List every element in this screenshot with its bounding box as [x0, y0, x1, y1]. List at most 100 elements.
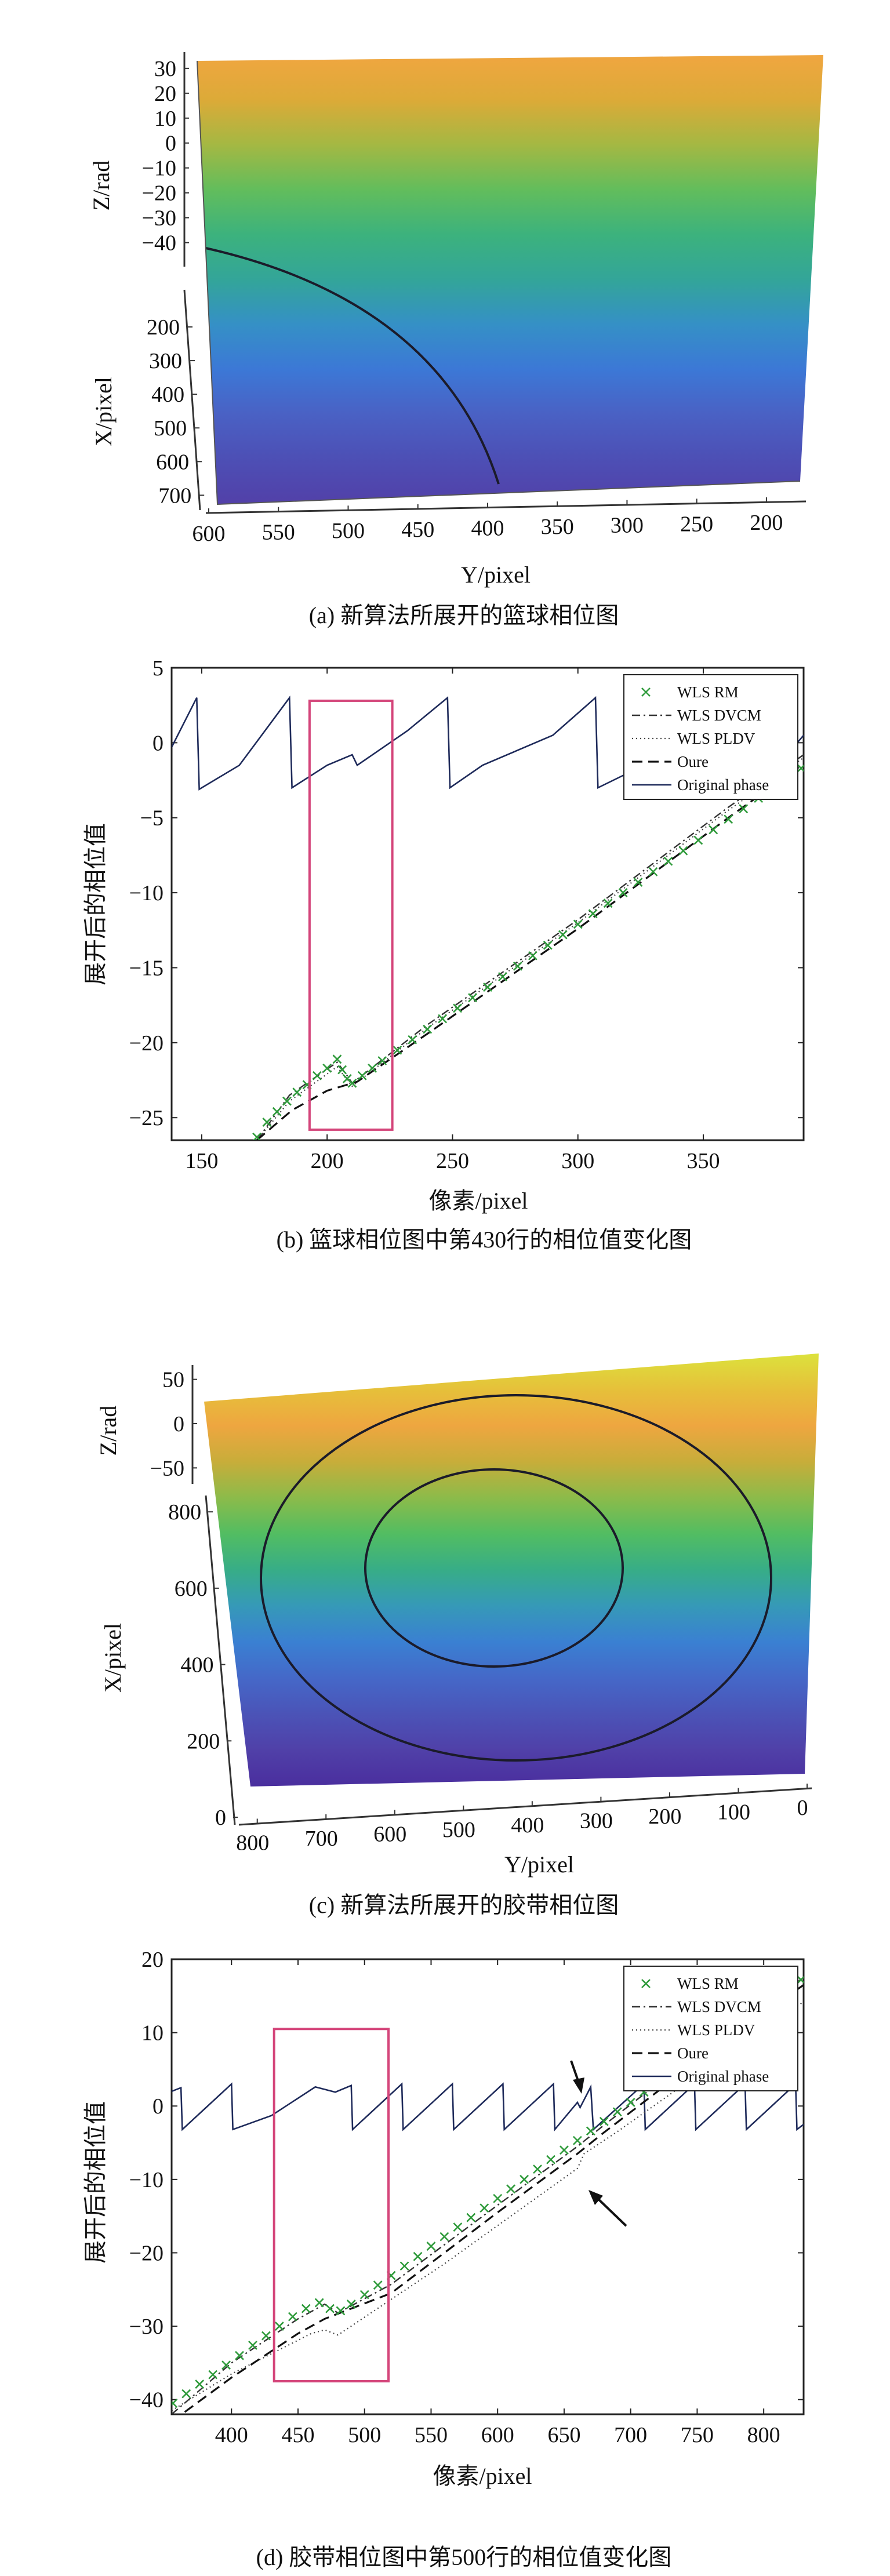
d-legend-label: Oure	[677, 2044, 709, 2062]
panel-a-zlabel: Z/rad	[88, 161, 114, 211]
d-xtick-label: 800	[747, 2423, 780, 2447]
d-point-wls-rm	[626, 2097, 635, 2107]
panel-c-z-ticks: 50 0 −50	[150, 1368, 197, 1480]
a-xtick-label: 700	[158, 483, 191, 508]
panel-a-box-edge	[197, 60, 801, 505]
panel-d-arrow-upper	[570, 2060, 584, 2094]
d-point-wls-rm	[261, 2331, 271, 2341]
d-point-wls-rm	[288, 2312, 297, 2322]
b-point-wls-rm	[558, 930, 568, 940]
d-point-wls-rm	[520, 2174, 529, 2184]
d-point-wls-rm	[221, 2360, 231, 2370]
b-ytick-label: 0	[152, 731, 164, 755]
b-point-wls-rm	[393, 1045, 402, 1055]
d-legend-label: WLS RM	[677, 1975, 739, 1992]
d-ytick-label: 10	[141, 2021, 164, 2046]
a-ytick-label: 450	[401, 518, 434, 542]
d-legend-marker	[641, 1979, 651, 1988]
d-point-wls-rm	[336, 2306, 346, 2316]
d-point-wls-rm	[439, 2232, 449, 2242]
d-point-wls-rm	[359, 2290, 369, 2300]
a-ytick-label: 400	[471, 516, 504, 540]
d-point-wls-rm	[373, 2280, 383, 2290]
b-point-wls-rm	[648, 867, 658, 876]
d-xtick-label: 600	[481, 2423, 514, 2447]
d-point-wls-rm	[453, 2222, 463, 2232]
b-point-wls-rm	[347, 1078, 357, 1088]
b-point-wls-rm	[453, 1003, 463, 1013]
b-point-wls-rm	[498, 972, 507, 981]
d-legend-label: WLS PLDV	[677, 2021, 755, 2039]
c-ytick-label: 0	[797, 1796, 808, 1820]
d-xtick-label: 450	[282, 2423, 315, 2447]
panel-a-x-ticks: 200 300 400 500 600 700	[147, 315, 205, 508]
b-point-wls-rm	[483, 983, 492, 992]
b-xtick-label: 300	[561, 1149, 594, 1173]
d-legend-label: Original phase	[677, 2068, 769, 2085]
d-point-wls-rm	[172, 2399, 178, 2408]
d-point-wls-rm	[586, 2126, 595, 2136]
c-ytick-label: 600	[373, 1822, 406, 1846]
d-point-wls-rm	[479, 2203, 489, 2213]
d-ytick-label: −20	[129, 2241, 164, 2265]
d-xtick-label: 500	[348, 2423, 381, 2447]
c-ytick-label: 800	[236, 1831, 269, 1855]
d-ytick-label: −30	[129, 2315, 164, 2339]
b-point-wls-rm	[543, 940, 553, 950]
a-xtick-label: 400	[151, 383, 184, 407]
d-point-wls-rm	[235, 2351, 244, 2360]
b-point-wls-rm	[528, 951, 537, 960]
d-point-wls-rm	[314, 2298, 324, 2308]
d-ytick-label: −40	[129, 2388, 164, 2413]
a-xtick-label: 200	[147, 315, 180, 340]
b-point-wls-rm	[438, 1014, 448, 1024]
panel-b: 150 200 250 300 350 50−5−10−15−20−25 WLS RMW…	[82, 656, 805, 1253]
b-series-wls-pldv	[256, 757, 804, 1140]
a-xtick-label: 300	[149, 349, 182, 373]
d-xtick-label: 700	[614, 2423, 647, 2447]
panel-b-legend: WLS RM WLS DVCM WLS PLDV Oure Original phase	[623, 674, 798, 800]
panel-a-x-axis	[183, 289, 201, 511]
b-point-wls-rm	[377, 1056, 387, 1065]
b-ytick-label: 5	[152, 656, 164, 681]
b-ytick-label: −20	[129, 1031, 164, 1056]
panel-c-caption: (c) 新算法所展开的胶带相位图	[309, 1892, 619, 1918]
a-ytick-label: 300	[611, 514, 644, 538]
b-xtick-label: 150	[185, 1149, 218, 1173]
d-ytick-label: 0	[152, 2094, 164, 2119]
c-xtick-label: 0	[215, 1806, 226, 1830]
b-legend-label: WLS DVCM	[677, 707, 761, 724]
c-ztick-label: 0	[173, 1412, 184, 1436]
a-ztick-label: 20	[154, 82, 176, 106]
b-point-wls-rm	[468, 993, 477, 1003]
b-point-wls-rm	[603, 898, 613, 908]
b-legend-label: WLS RM	[677, 683, 739, 701]
a-ztick-label: −40	[142, 231, 176, 256]
a-ztick-label: −20	[142, 181, 176, 206]
d-xtick-label: 750	[681, 2423, 714, 2447]
a-ztick-label: 10	[154, 107, 176, 131]
d-point-wls-rm	[301, 2304, 311, 2313]
b-xtick-label: 200	[311, 1149, 344, 1173]
d-point-wls-rm	[426, 2242, 436, 2251]
d-point-wls-rm	[560, 2145, 569, 2155]
panel-b-ylabel: 展开后的相位值	[82, 823, 108, 985]
c-ytick-label: 400	[511, 1813, 544, 1838]
d-legend-label: WLS DVCM	[677, 1998, 761, 2015]
b-point-wls-rm	[678, 846, 688, 856]
c-ytick-label: 500	[442, 1818, 475, 1842]
panel-b-series	[172, 695, 804, 1140]
b-point-wls-rm	[709, 825, 718, 835]
b-point-wls-rm	[272, 1107, 282, 1116]
a-xtick-label: 600	[156, 450, 189, 474]
b-point-wls-rm	[262, 1118, 272, 1127]
d-point-wls-rm	[466, 2213, 476, 2222]
b-point-wls-rm	[693, 835, 703, 845]
b-point-wls-rm	[337, 1065, 347, 1075]
b-point-wls-rm	[322, 1063, 332, 1073]
a-ytick-label: 600	[192, 522, 226, 546]
panel-c-y-axis	[238, 1787, 812, 1826]
b-point-wls-rm	[739, 804, 749, 814]
d-point-wls-rm	[346, 2300, 356, 2309]
